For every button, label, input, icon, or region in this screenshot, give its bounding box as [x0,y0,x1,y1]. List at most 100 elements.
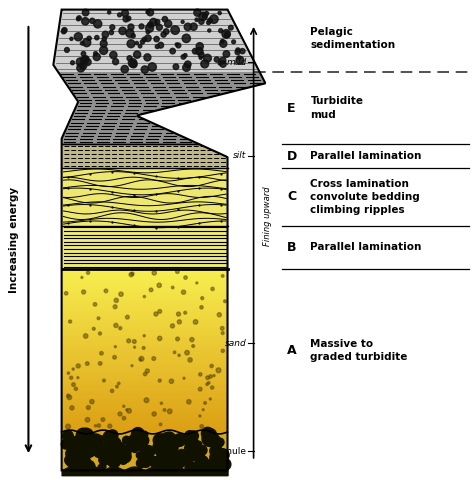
Circle shape [237,56,241,60]
Circle shape [182,34,191,43]
Circle shape [99,361,102,365]
Circle shape [99,455,109,465]
Polygon shape [78,103,185,104]
Circle shape [90,399,94,404]
Circle shape [107,435,116,444]
Circle shape [108,11,111,14]
Circle shape [121,65,128,73]
Polygon shape [67,84,260,85]
Circle shape [111,436,117,443]
Polygon shape [62,198,228,199]
Circle shape [97,317,100,320]
Polygon shape [76,98,206,99]
Polygon shape [62,181,228,182]
Polygon shape [69,121,149,122]
Circle shape [138,450,152,464]
Polygon shape [62,310,228,312]
Polygon shape [55,55,251,56]
Polygon shape [62,295,228,298]
Circle shape [113,356,116,359]
Circle shape [111,452,118,459]
Polygon shape [62,424,228,426]
Circle shape [83,56,89,61]
Polygon shape [72,116,138,117]
Circle shape [171,26,179,35]
Polygon shape [54,61,255,62]
Circle shape [196,441,201,446]
Polygon shape [62,426,228,428]
Polygon shape [62,363,228,365]
Circle shape [113,59,118,65]
Polygon shape [62,391,228,393]
Circle shape [135,41,138,45]
Circle shape [236,48,240,52]
Circle shape [213,374,215,377]
Polygon shape [61,75,262,76]
Circle shape [75,453,81,458]
Circle shape [185,350,189,355]
Polygon shape [62,210,228,211]
Circle shape [134,346,136,348]
Circle shape [118,13,121,17]
Circle shape [178,354,180,357]
Circle shape [196,48,203,55]
Polygon shape [77,104,182,105]
Circle shape [188,358,192,362]
Polygon shape [62,328,228,330]
Circle shape [152,271,156,275]
Circle shape [201,427,214,440]
Polygon shape [62,293,228,295]
Polygon shape [62,194,228,195]
Polygon shape [63,135,181,136]
Circle shape [176,337,180,341]
Polygon shape [56,48,247,49]
Polygon shape [62,375,228,377]
Circle shape [199,373,202,376]
Polygon shape [59,72,260,73]
Circle shape [143,296,146,298]
Polygon shape [56,47,247,48]
Circle shape [161,436,172,447]
Polygon shape [62,414,228,416]
Polygon shape [62,428,228,430]
Circle shape [137,460,144,467]
Polygon shape [73,113,145,114]
Polygon shape [62,350,228,352]
Polygon shape [62,207,228,208]
Polygon shape [62,385,228,387]
Circle shape [131,272,134,276]
Polygon shape [62,332,228,334]
Circle shape [78,441,89,452]
Circle shape [172,286,174,289]
Circle shape [210,445,220,456]
Polygon shape [62,183,228,184]
Polygon shape [56,68,258,69]
Polygon shape [62,277,228,279]
Circle shape [185,439,194,448]
Circle shape [179,459,186,466]
Polygon shape [62,347,228,348]
Circle shape [210,451,224,465]
Polygon shape [57,40,244,41]
Polygon shape [60,74,261,75]
Circle shape [77,16,81,20]
Polygon shape [58,32,239,33]
Polygon shape [70,88,243,89]
Polygon shape [61,12,229,13]
Circle shape [183,433,191,441]
Circle shape [154,312,158,316]
Polygon shape [62,220,228,221]
Polygon shape [75,97,209,98]
Polygon shape [78,102,188,103]
Circle shape [77,377,79,379]
Polygon shape [56,45,246,46]
Circle shape [61,440,71,449]
Polygon shape [60,19,232,20]
Circle shape [155,443,169,456]
Circle shape [152,357,155,360]
Polygon shape [62,422,228,424]
Circle shape [73,443,87,456]
Circle shape [67,441,78,453]
Circle shape [69,320,72,323]
Circle shape [114,346,116,348]
